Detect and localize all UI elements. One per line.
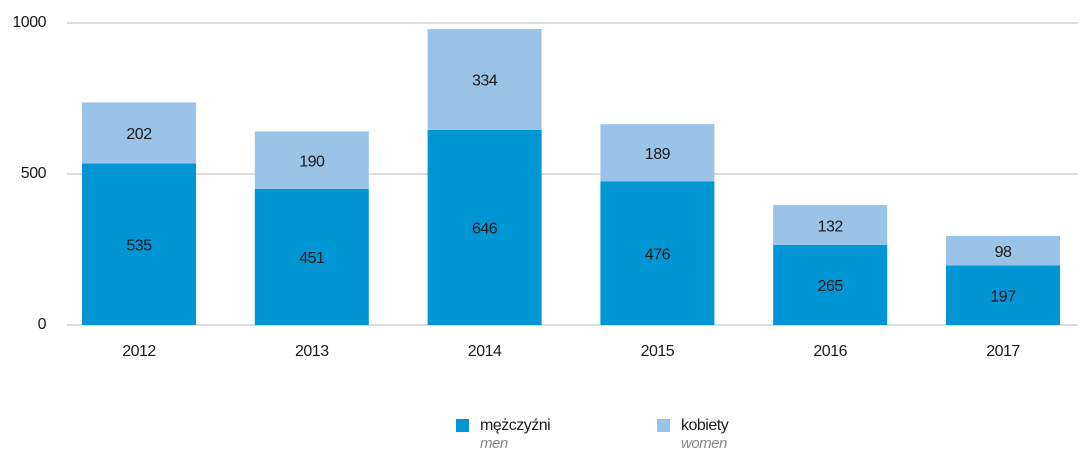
legend-label: kobiety [681, 417, 729, 434]
data-label: 197 [990, 288, 1016, 305]
legend-swatch [657, 419, 670, 432]
legend-sublabel: women [681, 435, 727, 452]
x-tick-label: 2017 [986, 343, 1020, 360]
legend-sublabel: men [480, 435, 508, 452]
x-tick-label: 2016 [813, 343, 847, 360]
bar-segment [254, 188, 369, 325]
bar-segment [773, 205, 888, 245]
data-label: 646 [472, 221, 498, 238]
bar-segment [82, 163, 196, 325]
data-label: 132 [818, 218, 844, 235]
legend-swatch [456, 419, 469, 432]
y-tick-label: 0 [38, 316, 47, 333]
data-label: 189 [645, 146, 671, 163]
data-label: 98 [995, 244, 1012, 261]
bar-segment [427, 129, 542, 325]
x-tick-label: 2014 [468, 343, 502, 360]
bar-segment [600, 124, 715, 182]
data-label: 451 [299, 250, 325, 267]
x-tick-label: 2012 [122, 343, 156, 360]
bar-segment [82, 102, 196, 164]
bar-segment [946, 235, 1060, 266]
bar-segment [254, 131, 369, 189]
y-tick-label: 1000 [12, 14, 46, 31]
x-tick-label: 2013 [295, 343, 329, 360]
y-tick-label: 500 [21, 165, 47, 182]
data-label: 265 [818, 278, 844, 295]
bar-segment [600, 181, 715, 325]
bar-segment [427, 29, 542, 130]
data-label: 334 [472, 73, 498, 90]
bar-segment [946, 265, 1060, 325]
data-label: 535 [126, 237, 152, 254]
data-label: 202 [126, 126, 152, 143]
x-tick-label: 2015 [641, 343, 675, 360]
data-label: 190 [299, 153, 325, 170]
bar-segment [773, 244, 888, 325]
legend-label: mężczyźni [480, 417, 550, 434]
data-label: 476 [645, 246, 671, 263]
